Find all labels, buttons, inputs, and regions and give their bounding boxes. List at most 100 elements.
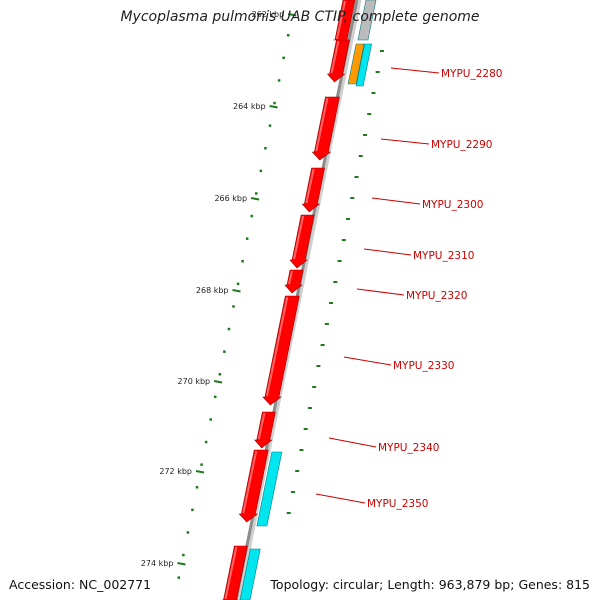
- gene-label: MYPU_2280: [441, 68, 502, 80]
- inner-track-tick: [354, 176, 359, 178]
- inner-track-tick: [320, 344, 325, 346]
- gene-cyan-2350: [256, 451, 283, 527]
- gene-label: MYPU_2340: [378, 442, 439, 454]
- ruler-minor-tick: [200, 463, 203, 466]
- ruler-minor-tick: [177, 576, 181, 579]
- ruler-label: 268 kbp: [196, 286, 229, 295]
- ruler-label: 270 kbp: [178, 377, 211, 386]
- topology-value: circular: [332, 577, 380, 592]
- ruler-label: 274 kbp: [141, 559, 174, 568]
- gene-2280-highlight: [330, 40, 340, 74]
- ruler-minor-tick: [259, 169, 263, 173]
- inner-track-tick: [371, 92, 376, 94]
- ruler-major-tick: [287, 13, 297, 17]
- gene-2300: [301, 167, 325, 213]
- inner-track-tick: [312, 386, 317, 388]
- ruler-label: 272 kbp: [159, 467, 192, 476]
- accession-value: NC_002771: [79, 577, 152, 592]
- ruler-minor-tick: [191, 508, 194, 512]
- gene-2350: [238, 449, 269, 523]
- gene-2290: [311, 96, 340, 161]
- gene-label-leader: [390, 67, 440, 74]
- ruler-minor-tick: [204, 440, 208, 444]
- inner-track-tick: [329, 302, 334, 304]
- ruler-minor-tick: [227, 327, 231, 331]
- gene-orange: [347, 43, 365, 85]
- inner-track-tick: [362, 134, 367, 136]
- gene-2310-highlight: [293, 215, 305, 260]
- ruler-minor-tick: [273, 101, 276, 105]
- accession-label: Accession:: [9, 577, 76, 592]
- gene-label-leader: [380, 138, 430, 145]
- inner-track-tick: [333, 281, 338, 283]
- gene-2330: [262, 295, 300, 406]
- inner-track-tick: [367, 113, 372, 115]
- gene-2300-highlight: [305, 168, 315, 204]
- inner-track-tick: [286, 512, 291, 514]
- gene-label: MYPU_2330: [393, 360, 454, 372]
- ruler-major-tick: [195, 470, 205, 474]
- inner-track-tick: [303, 428, 308, 430]
- inner-track-tick: [295, 470, 300, 472]
- gene-2340: [254, 411, 276, 449]
- inner-track-tick: [337, 260, 342, 262]
- ruler-minor-tick: [282, 56, 285, 60]
- gene-gray-top: [357, 0, 377, 41]
- gene-2280: [326, 39, 350, 83]
- genes-label: Genes:: [518, 577, 563, 592]
- map-title: Mycoplasma pulmonis UAB CTIP, complete g…: [120, 9, 480, 25]
- ruler-minor-tick: [255, 192, 258, 195]
- gene-2290-highlight: [315, 97, 329, 152]
- gene-label-leader: [356, 288, 405, 296]
- ruler-major-tick: [213, 380, 223, 384]
- ruler-minor-tick: [277, 79, 281, 82]
- ruler-major-tick: [269, 105, 278, 109]
- inner-track-tick: [324, 323, 329, 325]
- inner-track-tick: [290, 491, 295, 493]
- inner-track-tick: [341, 239, 346, 241]
- gene-2340-highlight: [257, 412, 266, 440]
- ruler-major-tick: [250, 197, 260, 201]
- ruler-label: 264 kbp: [233, 102, 266, 111]
- inner-track-tick: [379, 50, 384, 52]
- ruler-minor-tick: [218, 373, 222, 376]
- gene-label: MYPU_2310: [413, 250, 474, 262]
- length-label: Length:: [387, 577, 435, 592]
- ruler-major-tick: [177, 562, 186, 566]
- gene-label: MYPU_2320: [406, 290, 467, 302]
- length-value: 963,879 bp: [438, 577, 511, 592]
- ruler-minor-tick: [241, 260, 244, 263]
- inner-track-tick: [350, 197, 355, 199]
- gene-label: MYPU_2350: [367, 498, 428, 510]
- topology-label: Topology:: [270, 577, 329, 592]
- gene-label: MYPU_2300: [422, 199, 483, 211]
- ruler-minor-tick: [182, 553, 185, 557]
- backbone-shadow: [237, 0, 362, 600]
- gene-2310: [289, 214, 315, 269]
- gene-2270-fragment-highlight: [335, 0, 346, 40]
- gene-label-leader: [315, 493, 366, 504]
- ruler-minor-tick: [209, 418, 212, 421]
- gene-features: [221, 0, 377, 600]
- gene-2330-highlight: [265, 296, 289, 397]
- gene-2320: [284, 269, 304, 294]
- gene-label: MYPU_2290: [431, 139, 492, 151]
- gene-label-leader: [343, 356, 392, 366]
- inner-track-tick: [358, 155, 363, 157]
- ruler-minor-tick: [195, 486, 199, 489]
- ruler-minor-tick: [245, 237, 249, 240]
- ruler-label: 262 kbp: [252, 10, 285, 19]
- ruler-minor-tick: [268, 124, 272, 127]
- ruler-minor-tick: [232, 305, 235, 308]
- gene-cyan-top: [355, 43, 372, 87]
- ruler-minor-tick: [214, 395, 217, 399]
- accession-info: Accession: NC_002771: [9, 577, 151, 592]
- inner-track-tick: [346, 218, 351, 220]
- inner-track-tick: [307, 407, 312, 409]
- ruler-minor-tick: [250, 214, 253, 218]
- gene-2320-highlight: [288, 270, 294, 285]
- inner-track-tick: [375, 71, 380, 73]
- ruler-minor-tick: [236, 282, 240, 286]
